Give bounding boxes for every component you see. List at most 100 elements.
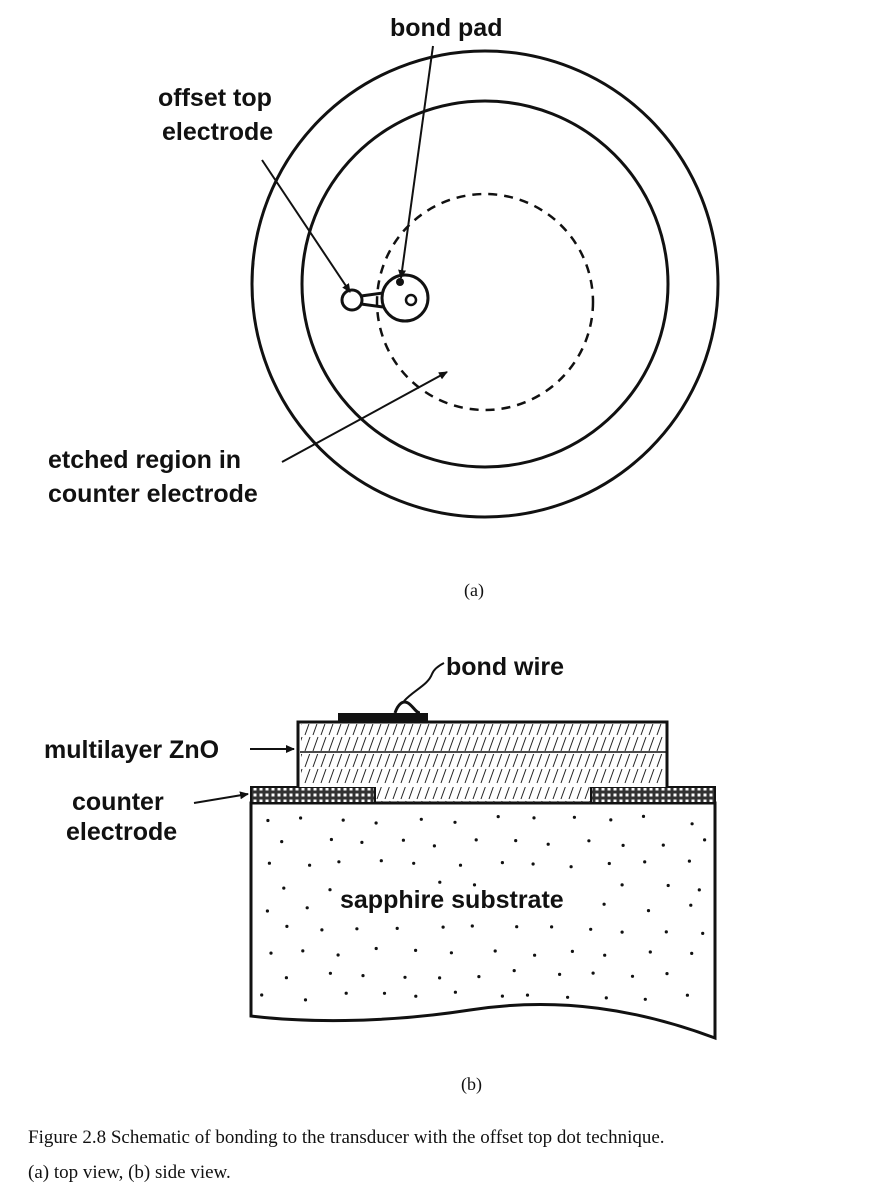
substrate-dot <box>690 951 694 956</box>
substrate-dot <box>360 840 364 845</box>
substrate-dot <box>341 818 345 822</box>
substrate-dot <box>587 839 591 843</box>
substrate-dot <box>305 906 309 910</box>
substrate-dot <box>301 949 305 953</box>
counter-electrode-leader <box>193 791 249 804</box>
substrate-dot <box>432 844 436 848</box>
substrate-dot <box>414 994 418 998</box>
substrate-dot <box>532 816 536 820</box>
substrate-dot <box>374 821 378 825</box>
offset-top-electrode-leader <box>261 159 351 293</box>
substrate-dot <box>308 863 312 867</box>
side-view: bond wire multilayer ZnO counter electro… <box>44 653 717 1095</box>
offset-top-electrode <box>340 273 430 323</box>
figure-caption-line-2: (a) top view, (b) side view. <box>28 1162 231 1183</box>
substrate-dot <box>514 839 518 843</box>
substrate-dot <box>609 818 613 822</box>
substrate-dot <box>685 993 690 997</box>
substrate-dot <box>602 902 606 906</box>
substrate-dot <box>265 909 269 913</box>
substrate-dot <box>697 888 701 892</box>
bond-spot <box>404 293 418 307</box>
substrate-dot <box>449 951 453 955</box>
counter-electrode-right <box>590 786 716 804</box>
substrate-dot <box>664 930 668 934</box>
top-view: bond pad offset top electrode etched reg… <box>48 14 720 601</box>
substrate-dot <box>299 816 303 820</box>
substrate-dot <box>401 838 405 842</box>
offset-top-electrode-label-2: electrode <box>162 118 273 146</box>
offset-top-dot <box>338 713 428 722</box>
substrate-dot <box>493 949 497 953</box>
substrate-dot <box>419 817 423 821</box>
substrate-dot <box>646 909 651 913</box>
substrate-dot <box>570 949 575 954</box>
substrate-dot <box>689 903 693 907</box>
substrate-dot <box>303 998 308 1002</box>
substrate-dot <box>515 925 519 929</box>
etched-gap-edges <box>374 787 592 803</box>
substrate-dot <box>621 843 625 848</box>
substrate-dot <box>361 974 365 978</box>
substrate-dot <box>477 975 481 979</box>
subfigure-b-label: (b) <box>461 1074 482 1095</box>
substrate-dot <box>666 883 670 888</box>
subfigure-a-label: (a) <box>464 580 484 601</box>
substrate-dot <box>620 930 624 934</box>
substrate-dot <box>328 971 332 975</box>
substrate-dot <box>665 972 669 976</box>
substrate-dot <box>525 993 530 997</box>
etched-region-dashed-circle <box>375 192 595 412</box>
substrate-dot <box>285 924 289 929</box>
substrate-dot <box>690 822 694 826</box>
bond-pad-circle <box>380 273 430 323</box>
substrate-dot <box>701 931 705 936</box>
bond-wire-loop <box>393 700 421 715</box>
substrate-dot <box>336 953 340 957</box>
substrate-dot <box>604 996 608 1000</box>
multilayer-zno-label: multilayer ZnO <box>44 736 219 764</box>
bond-wire-label: bond wire <box>446 653 564 681</box>
offset-top-electrode-label-1: offset top <box>158 84 272 112</box>
substrate-dot <box>589 927 593 931</box>
bond-pad-leader <box>398 45 434 279</box>
sapphire-substrate-label: sapphire substrate <box>340 886 564 914</box>
substrate-dot <box>344 991 348 995</box>
substrate-dot <box>607 861 611 866</box>
substrate-dot <box>438 976 442 980</box>
substrate-dot <box>550 925 554 929</box>
counter-electrode-left <box>250 786 376 804</box>
substrate-dot <box>441 925 445 929</box>
substrate-dot <box>438 880 442 884</box>
substrate-dot <box>458 863 463 867</box>
substrate-dot <box>269 951 273 955</box>
substrate-dot <box>472 883 477 887</box>
substrate-dot <box>661 843 665 847</box>
substrate-dot <box>280 840 284 844</box>
substrate-dot <box>641 814 646 819</box>
outer-substrate-circle <box>250 49 720 519</box>
substrate-dot <box>546 842 550 846</box>
zno-layer-lower <box>301 754 664 784</box>
substrate-dot <box>496 815 500 819</box>
substrate-dot <box>414 948 418 953</box>
substrate-dot <box>337 860 341 864</box>
substrate-dot <box>630 974 635 978</box>
substrate-dots <box>260 814 707 1002</box>
substrate-dot <box>453 820 457 824</box>
substrate-dot <box>572 815 577 819</box>
figure-caption-line-1: Figure 2.8 Schematic of bonding to the t… <box>28 1127 665 1148</box>
substrate-dot <box>355 927 359 931</box>
substrate-dot <box>620 883 624 887</box>
substrate-dot <box>648 950 652 954</box>
substrate-dot <box>643 997 647 1001</box>
substrate-dot <box>566 995 570 999</box>
zno-outline <box>296 720 669 787</box>
substrate-dot <box>328 888 332 892</box>
substrate-dot <box>260 993 264 997</box>
etched-region-label-2: counter electrode <box>48 480 258 508</box>
substrate-dot <box>603 953 607 957</box>
zno-in-etched-gap <box>375 787 591 803</box>
substrate-dot <box>395 926 399 931</box>
substrate-dot <box>282 886 286 890</box>
